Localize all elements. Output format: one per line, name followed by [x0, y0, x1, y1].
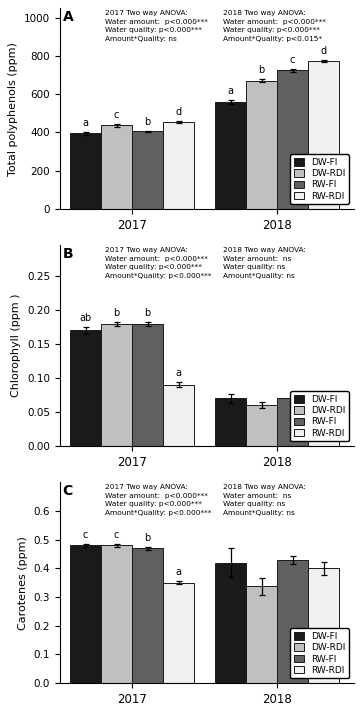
Legend: DW-FI, DW-RDI, RW-FI, RW-RDI: DW-FI, DW-RDI, RW-FI, RW-RDI — [290, 391, 349, 441]
Text: b: b — [144, 308, 151, 318]
Text: b: b — [114, 308, 120, 318]
Text: 2018 Two way ANOVA:
Water amount:  p<0.000***
Water quality: p<0.000***
Amount*Q: 2018 Two way ANOVA: Water amount: p<0.00… — [223, 10, 326, 42]
Text: c: c — [114, 110, 119, 120]
Text: c: c — [290, 55, 295, 65]
Bar — [308, 61, 339, 208]
Text: 2018 Two way ANOVA:
Water amount:  ns
Water quality: ns
Amount*Quality: ns: 2018 Two way ANOVA: Water amount: ns Wat… — [223, 485, 306, 516]
Bar — [101, 545, 132, 683]
Text: a: a — [176, 368, 182, 378]
Text: a: a — [176, 567, 182, 578]
Text: 2017 Two way ANOVA:
Water amount:  p<0.000***
Water quality: p<0.000***
Amount*Q: 2017 Two way ANOVA: Water amount: p<0.00… — [105, 10, 208, 42]
Text: 2018 Two way ANOVA:
Water amount:  ns
Water quality: ns
Amount*Quality: ns: 2018 Two way ANOVA: Water amount: ns Wat… — [223, 248, 306, 279]
Text: b: b — [258, 65, 265, 75]
Bar — [246, 586, 277, 683]
Bar — [246, 81, 277, 208]
Text: c: c — [114, 530, 119, 540]
Text: ab: ab — [80, 313, 92, 323]
Text: b: b — [144, 116, 151, 126]
Text: 2017 Two way ANOVA:
Water amount:  p<0.000***
Water quality: p<0.000***
Amount*Q: 2017 Two way ANOVA: Water amount: p<0.00… — [105, 248, 212, 279]
Bar — [308, 398, 339, 446]
Y-axis label: Total polyphenols (ppm): Total polyphenols (ppm) — [8, 41, 18, 176]
Bar — [132, 131, 163, 208]
Text: d: d — [176, 106, 182, 116]
Bar — [132, 548, 163, 683]
Bar — [101, 323, 132, 446]
Bar — [163, 122, 194, 208]
Bar — [215, 102, 246, 208]
Legend: DW-FI, DW-RDI, RW-FI, RW-RDI: DW-FI, DW-RDI, RW-FI, RW-RDI — [290, 154, 349, 204]
Legend: DW-FI, DW-RDI, RW-FI, RW-RDI: DW-FI, DW-RDI, RW-FI, RW-RDI — [290, 628, 349, 678]
Text: d: d — [321, 46, 327, 56]
Text: a: a — [83, 118, 89, 128]
Bar — [277, 560, 308, 683]
Bar — [70, 545, 101, 683]
Y-axis label: Carotenes (ppm): Carotenes (ppm) — [18, 536, 28, 630]
Bar — [277, 398, 308, 446]
Text: a: a — [227, 86, 233, 96]
Bar — [215, 563, 246, 683]
Bar — [308, 568, 339, 683]
Bar — [70, 331, 101, 446]
Text: b: b — [144, 533, 151, 543]
Bar — [277, 71, 308, 208]
Bar — [215, 398, 246, 446]
Bar — [163, 583, 194, 683]
Bar — [163, 385, 194, 446]
Bar — [246, 405, 277, 446]
Bar — [70, 134, 101, 208]
Bar — [132, 323, 163, 446]
Text: A: A — [63, 10, 73, 24]
Text: C: C — [63, 485, 73, 498]
Bar — [101, 126, 132, 208]
Y-axis label: Chlorophyll (ppm ): Chlorophyll (ppm ) — [11, 294, 21, 398]
Text: c: c — [83, 530, 88, 540]
Text: B: B — [63, 248, 73, 261]
Text: 2017 Two way ANOVA:
Water amount:  p<0.000***
Water quality: p<0.000***
Amount*Q: 2017 Two way ANOVA: Water amount: p<0.00… — [105, 485, 212, 516]
